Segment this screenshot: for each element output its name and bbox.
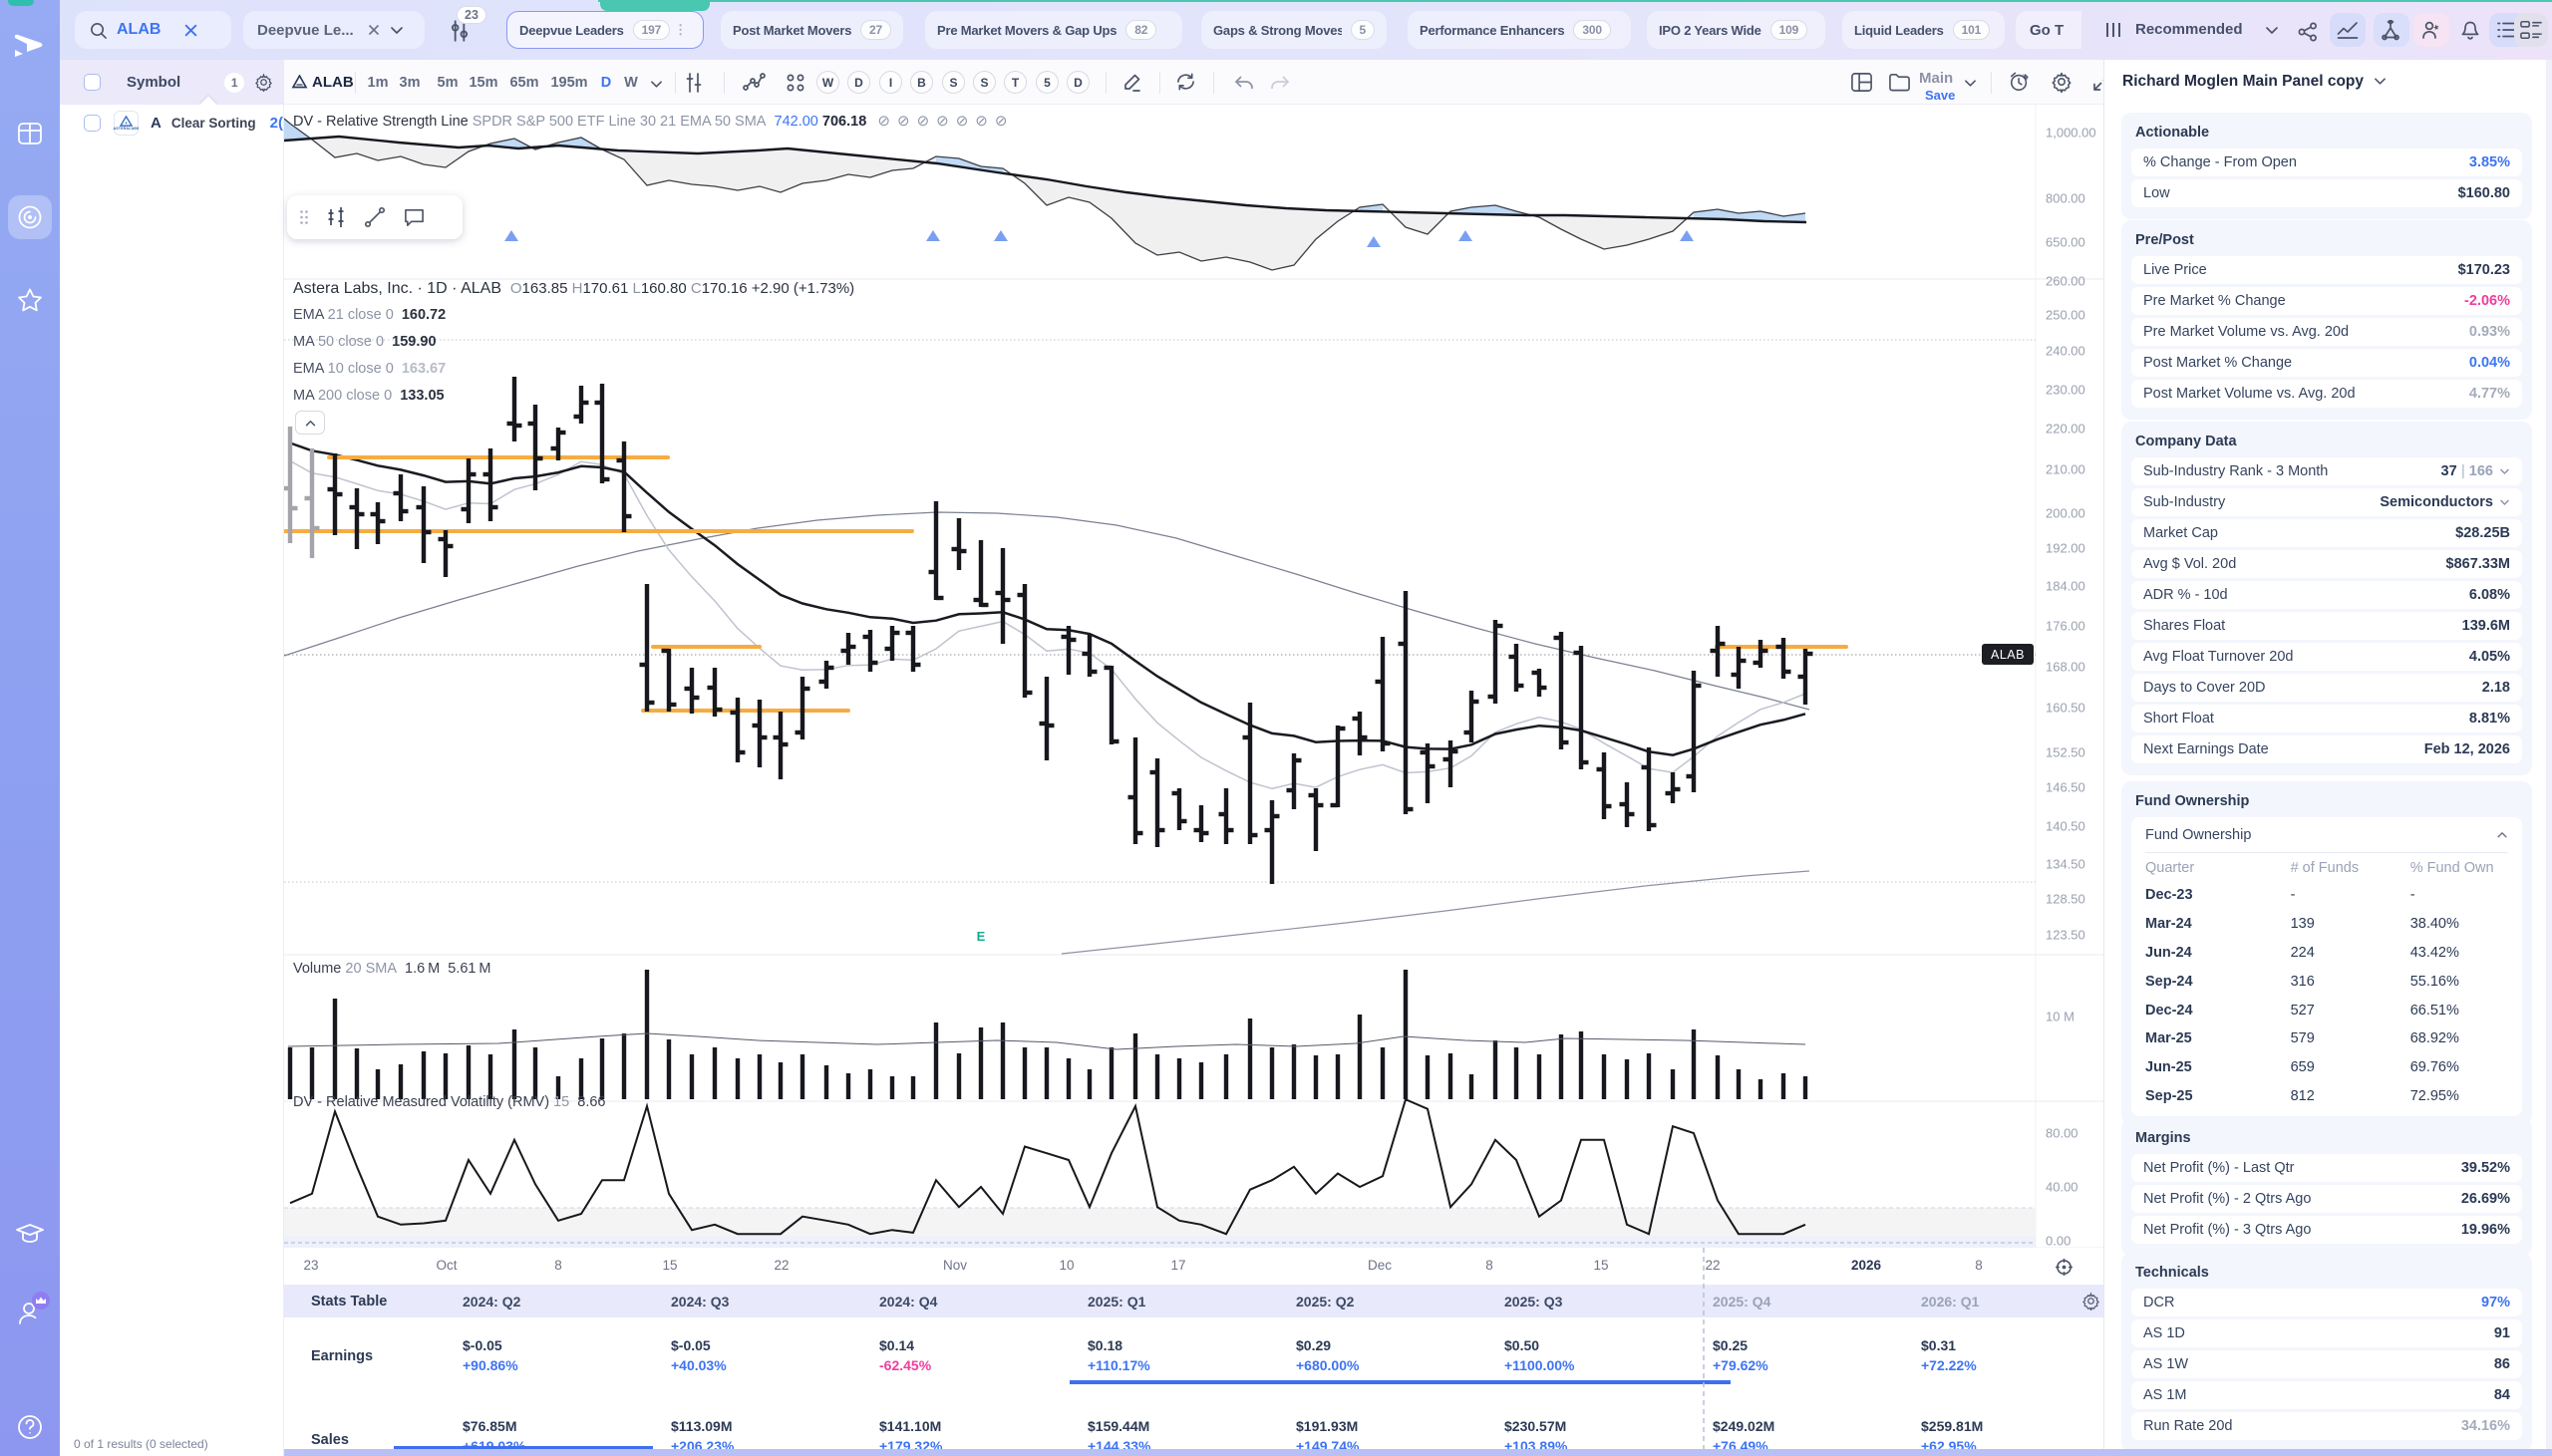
svg-text:134.50: 134.50	[2046, 857, 2085, 872]
svg-text:0.00: 0.00	[2046, 1234, 2071, 1249]
svg-text:200.00: 200.00	[2046, 506, 2085, 521]
svg-text:160.50: 160.50	[2046, 701, 2085, 716]
svg-text:168.00: 168.00	[2046, 660, 2085, 675]
svg-text:184.00: 184.00	[2046, 579, 2085, 594]
svg-text:123.50: 123.50	[2046, 928, 2085, 943]
svg-text:E: E	[977, 929, 986, 944]
svg-text:152.50: 152.50	[2046, 745, 2085, 760]
svg-text:250.00: 250.00	[2046, 308, 2085, 323]
svg-text:650.00: 650.00	[2046, 235, 2085, 250]
svg-text:146.50: 146.50	[2046, 780, 2085, 795]
svg-text:80.00: 80.00	[2046, 1126, 2078, 1141]
svg-text:210.00: 210.00	[2046, 462, 2085, 477]
svg-text:ALAB: ALAB	[1991, 648, 2025, 662]
svg-text:800.00: 800.00	[2046, 191, 2085, 206]
svg-text:230.00: 230.00	[2046, 383, 2085, 398]
svg-text:140.50: 140.50	[2046, 819, 2085, 834]
svg-text:192.00: 192.00	[2046, 541, 2085, 556]
svg-text:220.00: 220.00	[2046, 422, 2085, 437]
svg-text:10 M: 10 M	[2046, 1010, 2074, 1024]
svg-text:240.00: 240.00	[2046, 344, 2085, 359]
svg-text:1,000.00: 1,000.00	[2046, 126, 2096, 141]
svg-text:176.00: 176.00	[2046, 619, 2085, 634]
svg-text:128.50: 128.50	[2046, 892, 2085, 907]
svg-text:40.00: 40.00	[2046, 1180, 2078, 1195]
svg-text:260.00: 260.00	[2046, 274, 2085, 289]
